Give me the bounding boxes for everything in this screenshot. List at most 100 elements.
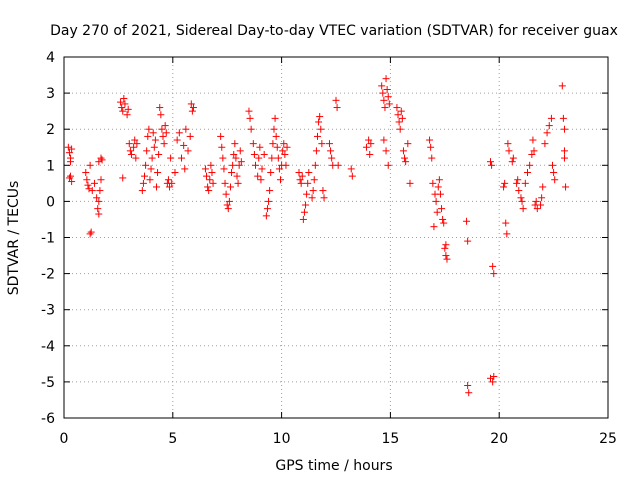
data-point	[94, 205, 102, 213]
data-point	[250, 150, 258, 158]
data-point	[167, 154, 175, 162]
data-point	[394, 111, 402, 119]
data-point	[223, 201, 231, 209]
data-point	[95, 197, 103, 205]
data-point	[260, 150, 268, 158]
data-point	[505, 147, 513, 155]
x-tick-label: 15	[381, 431, 399, 447]
data-point	[98, 156, 106, 164]
data-point	[488, 161, 496, 169]
data-point	[158, 125, 166, 133]
data-point	[133, 140, 141, 148]
data-point	[270, 125, 278, 133]
data-point	[308, 194, 316, 202]
data-point	[503, 230, 511, 238]
data-point	[141, 172, 149, 180]
data-point	[180, 141, 188, 149]
data-point	[189, 104, 197, 112]
data-point	[366, 150, 374, 158]
data-point	[118, 104, 126, 112]
data-point	[382, 147, 390, 155]
data-point	[209, 179, 217, 187]
data-point	[311, 161, 319, 169]
data-point	[120, 95, 128, 103]
data-point	[64, 143, 72, 151]
data-point	[365, 136, 373, 144]
data-point	[523, 169, 531, 177]
data-point	[398, 114, 406, 122]
data-point	[93, 194, 101, 202]
data-point	[463, 217, 471, 225]
data-point	[332, 96, 340, 104]
data-point	[283, 143, 291, 151]
data-point	[161, 122, 169, 130]
data-point	[95, 210, 103, 218]
y-tick-label: 2	[46, 122, 55, 138]
data-point	[530, 147, 538, 155]
data-point	[517, 194, 525, 202]
data-point	[119, 174, 127, 182]
data-point	[379, 89, 387, 97]
data-point	[521, 179, 529, 187]
data-point	[428, 154, 436, 162]
data-point	[384, 93, 392, 101]
data-point	[65, 174, 73, 182]
data-point	[526, 161, 534, 169]
data-point	[486, 158, 494, 166]
data-point	[438, 205, 446, 213]
y-tick-label: 4	[46, 50, 55, 66]
data-point	[95, 158, 103, 166]
x-tick-label: 10	[273, 431, 291, 447]
data-point	[325, 140, 333, 148]
data-point	[560, 125, 568, 133]
data-point	[296, 176, 304, 184]
data-point	[310, 176, 318, 184]
data-point	[489, 262, 497, 270]
data-point	[380, 96, 388, 104]
data-point	[442, 252, 450, 260]
data-point	[532, 197, 540, 205]
data-point	[558, 82, 566, 90]
data-point	[273, 143, 281, 151]
data-point	[149, 129, 157, 137]
data-point	[439, 215, 447, 223]
data-point	[562, 183, 570, 191]
data-point	[175, 129, 183, 137]
data-point	[162, 129, 170, 137]
data-point	[130, 143, 138, 151]
data-point	[545, 122, 553, 130]
data-point	[490, 372, 498, 380]
data-point	[381, 104, 389, 112]
data-point	[119, 107, 127, 115]
y-tick-labels: 4 3 2 1 0 -1 -2 -3 -4 -5 -6	[41, 50, 55, 427]
data-point	[464, 382, 472, 390]
x-tick-label: 25	[599, 431, 617, 447]
data-point	[315, 118, 323, 126]
data-point	[427, 143, 435, 151]
data-point	[224, 205, 232, 213]
data-point	[281, 150, 289, 158]
data-point	[395, 118, 403, 126]
data-point	[86, 161, 94, 169]
data-point	[269, 140, 277, 148]
data-point	[436, 190, 444, 198]
data-point	[262, 212, 270, 220]
x-tick-label: 0	[60, 431, 69, 447]
data-point	[218, 143, 226, 151]
data-point	[251, 161, 259, 169]
y-tick-label: -6	[41, 411, 55, 427]
data-point	[181, 165, 189, 173]
data-point	[518, 197, 526, 205]
data-point	[123, 111, 131, 119]
data-point	[124, 105, 132, 113]
data-point	[132, 154, 140, 162]
data-point	[312, 147, 320, 155]
data-point	[399, 147, 407, 155]
data-point	[280, 140, 288, 148]
data-point	[249, 140, 257, 148]
data-point	[551, 176, 559, 184]
data-point	[559, 114, 567, 122]
data-point	[257, 176, 265, 184]
data-point	[385, 100, 393, 108]
